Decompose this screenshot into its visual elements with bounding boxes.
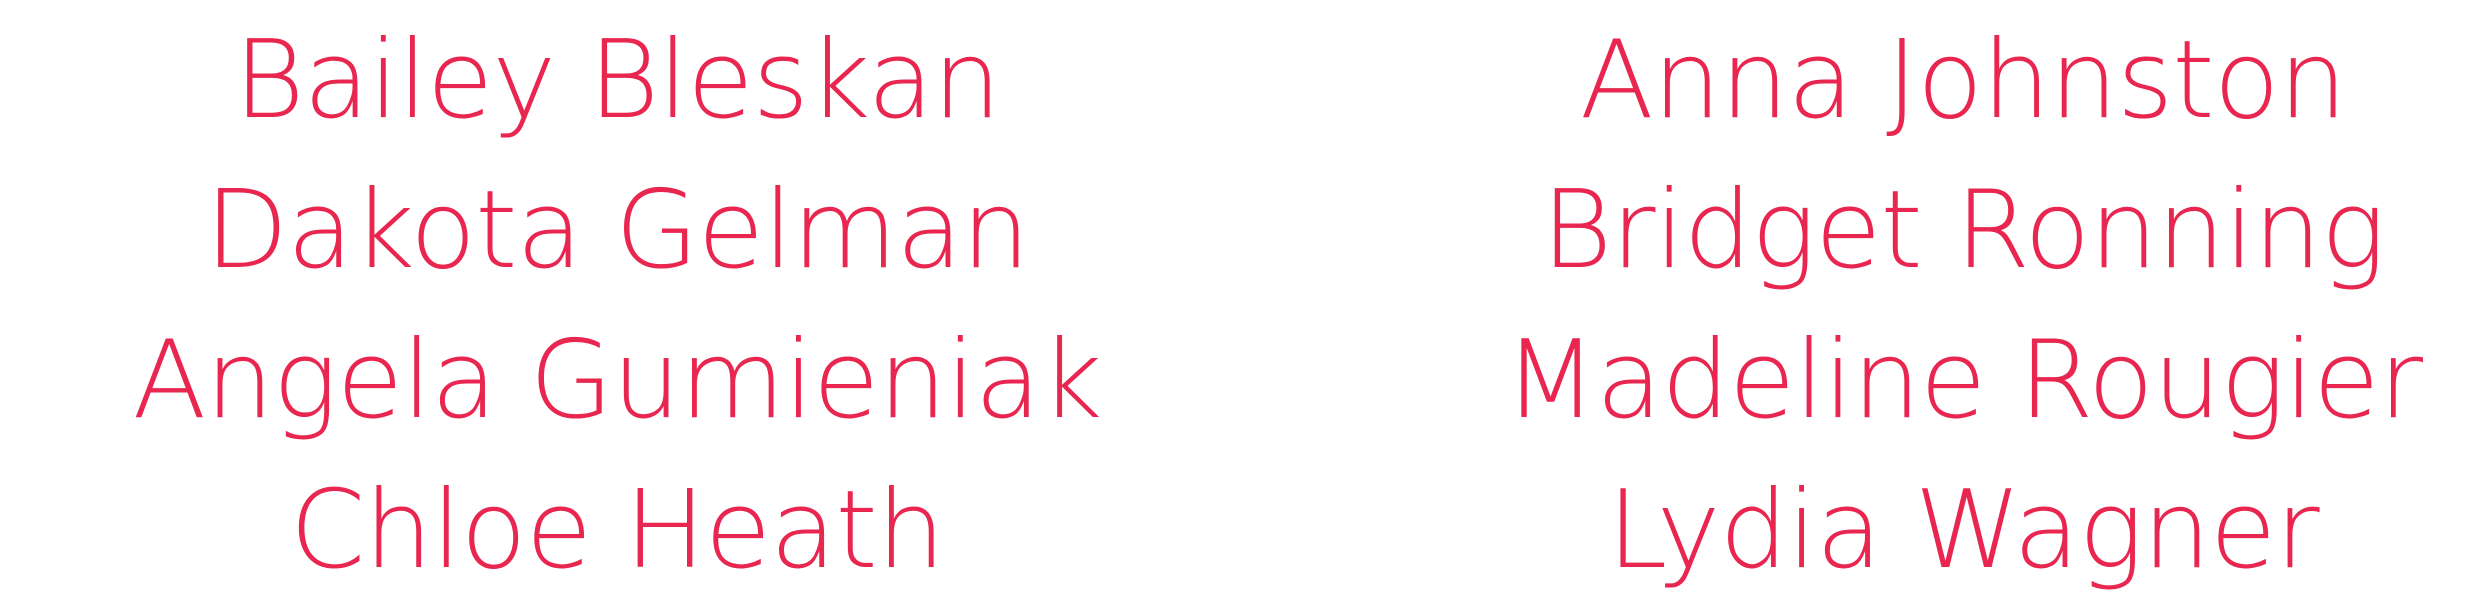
name-right-4: Lydia Wagner [1607, 468, 2319, 593]
name-left-1: Bailey Bleskan [233, 18, 1001, 143]
name-left-2: Dakota Gelman [205, 168, 1030, 293]
name-left-4: Chloe Heath [289, 468, 945, 593]
name-right-1: Anna Johnston [1579, 18, 2347, 143]
name-left-3: Angela Gumieniak [132, 318, 1102, 443]
name-right-2: Bridget Ronning [1541, 168, 2385, 293]
name-right-3: Madeline Rougier [1504, 318, 2423, 443]
